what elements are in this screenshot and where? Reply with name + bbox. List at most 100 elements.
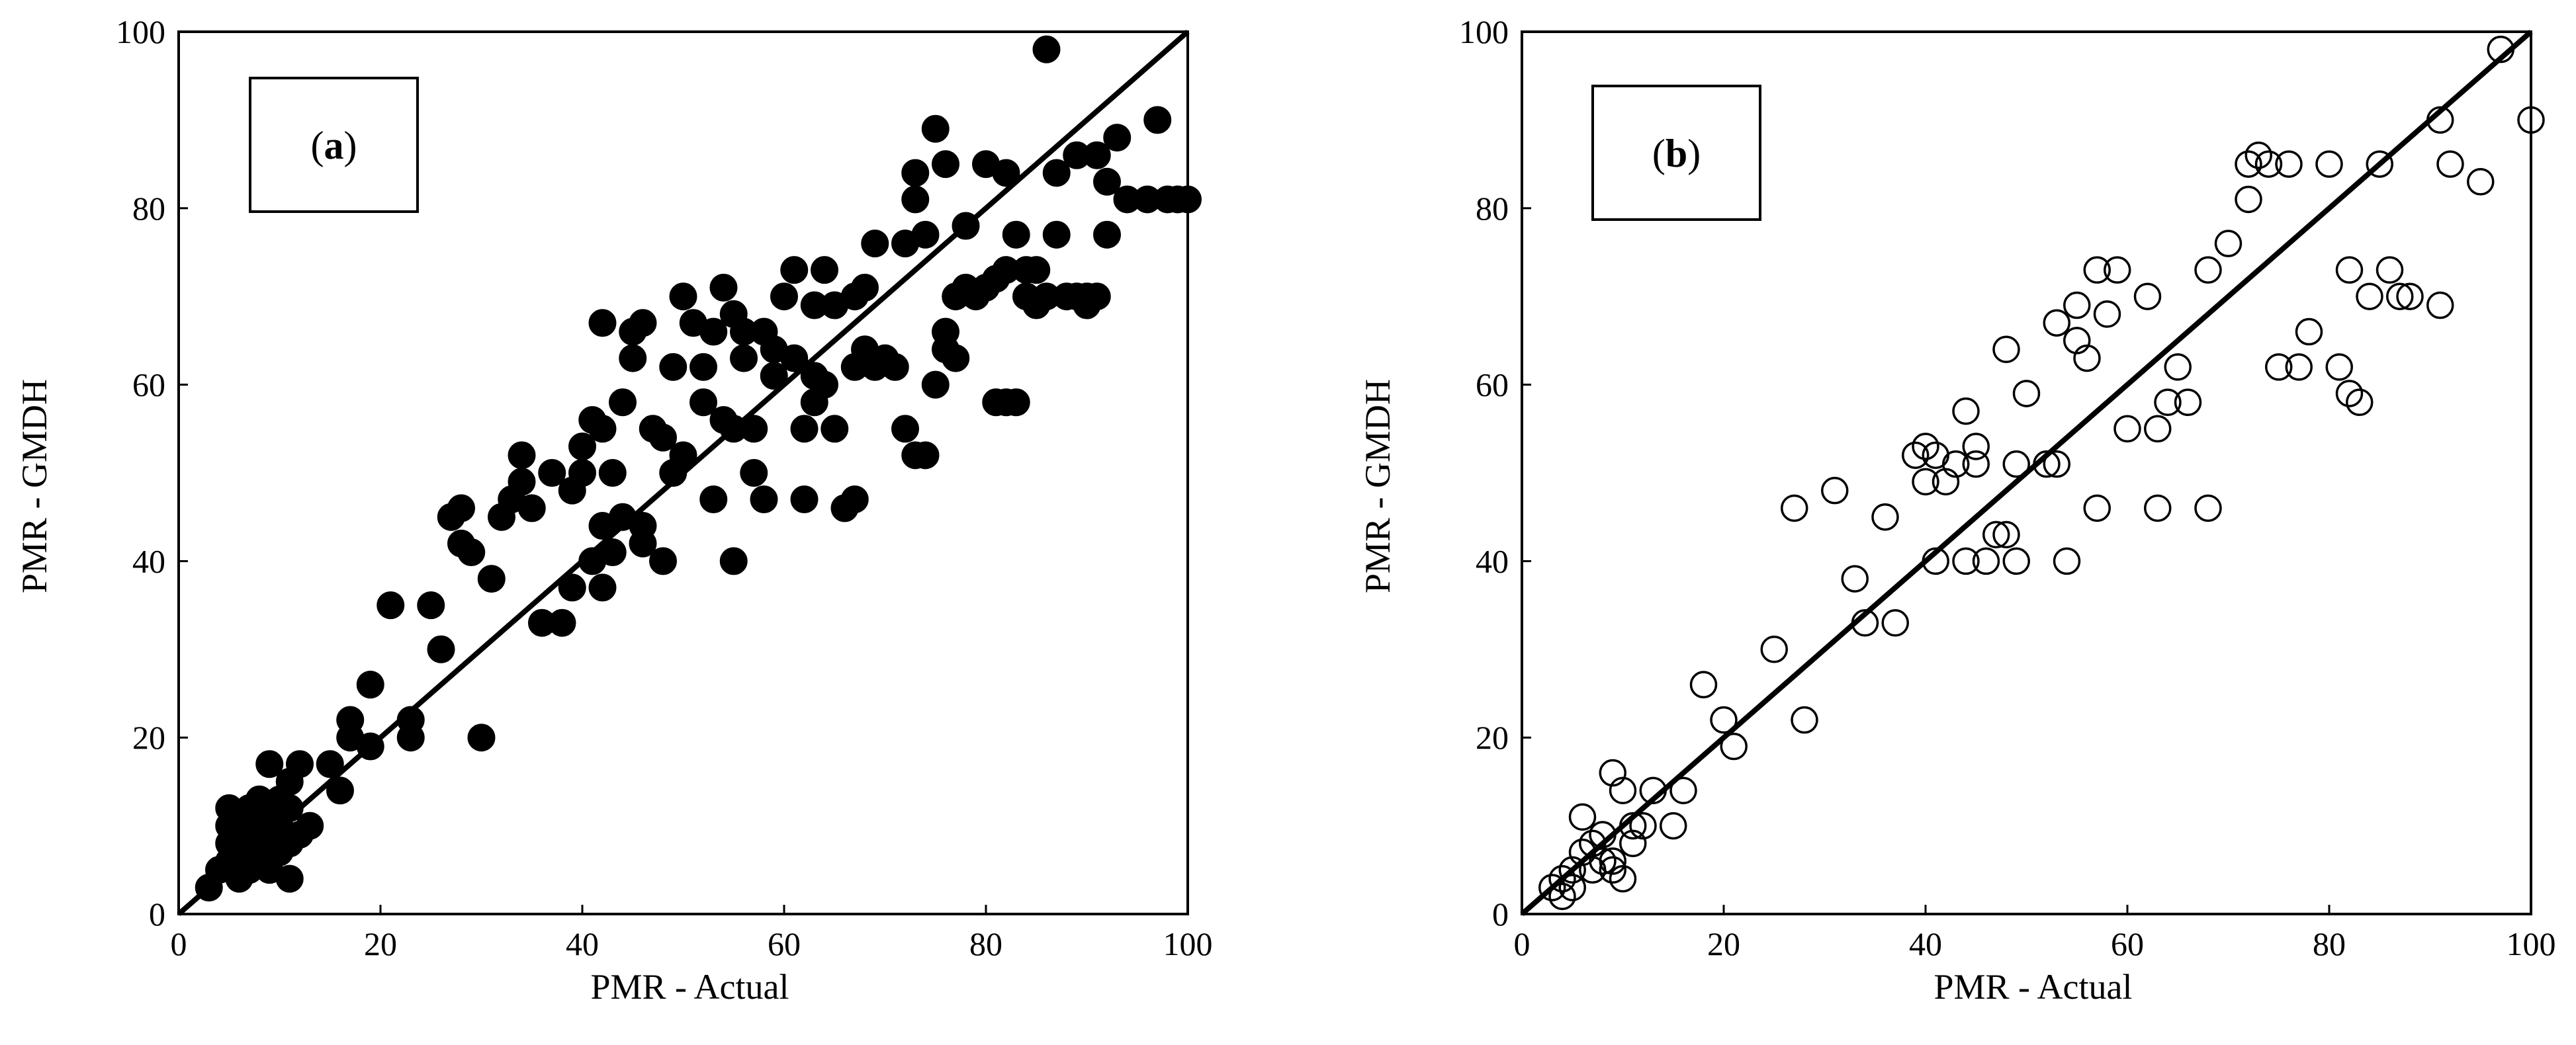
data-point — [750, 485, 778, 514]
data-point — [1619, 829, 1647, 858]
data-point — [2335, 256, 2364, 284]
y-tick-label: 100 — [1459, 13, 1509, 50]
data-point — [1002, 388, 1030, 417]
data-point — [508, 468, 536, 496]
data-point — [316, 750, 344, 778]
data-point — [1791, 706, 1818, 734]
data-point — [508, 441, 536, 470]
data-point — [770, 282, 798, 311]
data-point — [901, 159, 930, 187]
y-tick-label: 20 — [132, 719, 165, 756]
data-point — [699, 485, 728, 514]
data-point — [2275, 150, 2303, 178]
data-point — [2235, 185, 2262, 214]
data-point — [1599, 856, 1626, 884]
x-axis-label: PMR - Actual — [1933, 967, 2132, 1007]
data-point — [790, 485, 819, 514]
data-point — [1962, 450, 1990, 478]
data-point — [1912, 468, 1939, 496]
y-tick-label: 100 — [116, 13, 165, 50]
y-tick-label: 20 — [1476, 719, 1509, 756]
data-point — [669, 282, 697, 311]
data-point — [2325, 353, 2353, 381]
data-point — [942, 344, 970, 372]
data-point — [2194, 494, 2222, 522]
x-tick-label: 80 — [2313, 925, 2346, 962]
data-point — [356, 671, 384, 699]
data-point — [1912, 433, 1939, 460]
y-tick-label: 60 — [1476, 366, 1509, 403]
data-point — [1589, 847, 1617, 875]
data-point — [609, 388, 637, 417]
data-point — [2043, 450, 2070, 478]
data-point — [911, 220, 940, 249]
data-point — [780, 344, 809, 372]
data-point — [921, 114, 950, 143]
data-point — [1821, 476, 1849, 505]
data-point — [1579, 829, 1607, 858]
data-point — [1881, 609, 1909, 637]
data-point — [1660, 812, 1687, 840]
data-point — [2164, 353, 2192, 381]
data-point — [2033, 450, 2061, 478]
x-tick-label: 100 — [1163, 925, 1213, 962]
data-point — [669, 441, 697, 470]
data-point — [2002, 450, 2030, 478]
data-point — [588, 309, 617, 337]
y-tick-label: 80 — [1476, 190, 1509, 227]
data-point — [1093, 167, 1121, 196]
data-point — [851, 273, 879, 302]
data-point — [840, 485, 869, 514]
data-point — [2376, 256, 2404, 284]
data-point — [2154, 388, 2182, 417]
panel-label-box — [249, 77, 419, 213]
data-point — [2396, 282, 2424, 310]
data-point — [2346, 388, 2374, 417]
data-point — [821, 415, 849, 443]
data-point — [1902, 441, 1930, 470]
data-point — [2012, 380, 2041, 407]
data-point — [649, 547, 677, 575]
data-point — [619, 344, 647, 372]
data-point — [356, 732, 384, 761]
data-point — [326, 776, 354, 805]
data-point — [1032, 35, 1061, 63]
x-tick-label: 80 — [969, 925, 1002, 962]
data-point — [1942, 450, 1970, 478]
data-point — [2366, 150, 2393, 178]
panel-label: (a) — [311, 124, 357, 167]
y-axis-label: PMR - GMDH — [15, 379, 54, 593]
data-point — [2517, 106, 2545, 134]
data-point — [921, 370, 950, 399]
data-point — [2265, 353, 2293, 381]
plot-frame — [177, 30, 1189, 915]
panel-label: (b) — [1652, 132, 1701, 175]
data-point — [417, 591, 445, 620]
x-tick-label: 0 — [1514, 925, 1531, 962]
data-point — [719, 547, 748, 575]
panel-a: 0 20 40 60 80 100 0 20 40 60 80 100 PMR - Actual PMR … — [15, 13, 1213, 1007]
data-point — [2335, 380, 2364, 407]
data-point — [1558, 856, 1586, 884]
data-point — [427, 635, 455, 663]
data-point — [377, 591, 405, 620]
data-point — [1143, 106, 1172, 134]
data-point — [2356, 282, 2383, 310]
data-point — [699, 317, 728, 346]
x-tick-label: 60 — [768, 925, 801, 962]
data-point — [296, 812, 324, 840]
data-point — [2144, 415, 2172, 443]
data-point — [588, 573, 617, 602]
data-point — [2436, 150, 2464, 178]
data-point — [1871, 503, 1899, 531]
data-point — [790, 415, 819, 443]
data-point — [2063, 291, 2091, 319]
data-point — [1992, 521, 2020, 549]
data-point — [548, 608, 576, 637]
data-point — [1922, 547, 1949, 575]
data-point — [275, 864, 304, 893]
x-tick-label: 40 — [566, 925, 599, 962]
panel-label-open: ( — [311, 124, 324, 167]
x-tick-label: 20 — [1707, 925, 1740, 962]
data-point — [2063, 327, 2091, 355]
